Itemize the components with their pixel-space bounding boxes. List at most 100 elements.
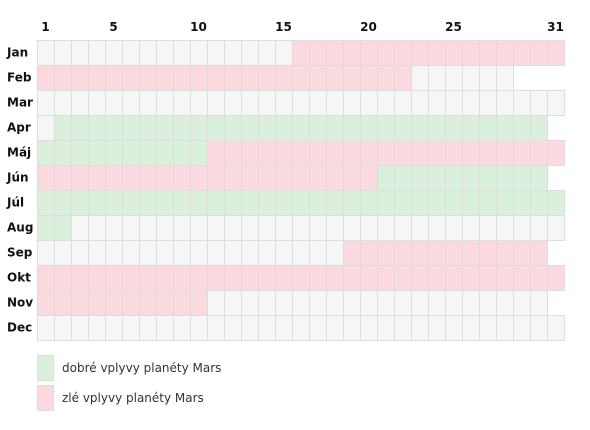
day-cell-neutral <box>173 40 191 66</box>
day-cell-bad <box>530 140 548 166</box>
day-cell-bad <box>530 240 548 266</box>
day-cell-good <box>377 115 395 141</box>
day-cell-bad <box>258 165 276 191</box>
day-cell-good <box>156 140 174 166</box>
day-cell-neutral <box>411 290 429 316</box>
day-cell-neutral <box>275 315 293 341</box>
day-cell-neutral <box>547 315 565 341</box>
day-cell-bad <box>547 265 565 291</box>
day-cell-bad <box>258 265 276 291</box>
day-cell-neutral <box>37 240 55 266</box>
day-cell-bad <box>343 165 361 191</box>
day-cell-neutral <box>343 90 361 116</box>
day-cell-good <box>445 115 463 141</box>
day-cell-bad <box>479 40 497 66</box>
day-cell-bad <box>71 65 89 91</box>
day-cell-bad <box>360 65 378 91</box>
day-cell-good <box>122 140 140 166</box>
day-cell-bad <box>258 65 276 91</box>
day-cell-good <box>462 115 480 141</box>
day-cell-bad <box>394 140 412 166</box>
day-cell-bad <box>377 65 395 91</box>
day-cell-bad <box>309 165 327 191</box>
day-cell-bad <box>88 165 106 191</box>
day-cell-neutral <box>173 240 191 266</box>
day-cell-neutral <box>88 90 106 116</box>
month-label: Mar <box>7 96 33 110</box>
day-cell-neutral <box>275 90 293 116</box>
day-cell-bad <box>377 140 395 166</box>
day-cell-bad <box>411 265 429 291</box>
day-cell-neutral <box>105 315 123 341</box>
day-cell-neutral <box>411 315 429 341</box>
day-cell-neutral <box>173 90 191 116</box>
month-label: Okt <box>7 271 31 285</box>
day-cell-neutral <box>462 90 480 116</box>
day-cell-bad <box>343 65 361 91</box>
day-cell-good <box>88 190 106 216</box>
day-cell-bad <box>173 290 191 316</box>
day-cell-bad <box>547 40 565 66</box>
day-cell-bad <box>411 240 429 266</box>
day-cell-good <box>326 115 344 141</box>
day-cell-good <box>513 115 531 141</box>
day-cell-good <box>445 190 463 216</box>
day-cell-neutral <box>122 315 140 341</box>
day-cell-neutral <box>462 290 480 316</box>
day-cell-bad <box>411 140 429 166</box>
day-cell-neutral <box>428 65 446 91</box>
day-cell-neutral <box>513 215 531 241</box>
day-cell-bad <box>292 65 310 91</box>
day-cell-bad <box>122 165 140 191</box>
day-cell-neutral <box>207 290 225 316</box>
day-cell-good <box>207 115 225 141</box>
day-cell-neutral <box>122 40 140 66</box>
day-cell-neutral <box>377 90 395 116</box>
day-cell-bad <box>105 165 123 191</box>
day-cell-good <box>71 190 89 216</box>
day-cell-bad <box>37 290 55 316</box>
legend-label-bad: zlé vplyvy planéty Mars <box>62 391 204 405</box>
day-cell-neutral <box>428 215 446 241</box>
day-cell-bad <box>496 140 514 166</box>
day-cell-bad <box>411 40 429 66</box>
day-cell-good <box>292 190 310 216</box>
day-cell-neutral <box>139 240 157 266</box>
day-cell-good <box>479 115 497 141</box>
day-cell-neutral <box>275 40 293 66</box>
day-cell-neutral <box>105 240 123 266</box>
day-cell-bad <box>377 40 395 66</box>
day-cell-good <box>207 190 225 216</box>
day-tick-label: 15 <box>275 20 292 34</box>
day-cell-neutral <box>224 215 242 241</box>
day-cell-neutral <box>207 215 225 241</box>
day-cell-bad <box>37 65 55 91</box>
day-cell-good <box>54 190 72 216</box>
day-cell-neutral <box>479 65 497 91</box>
day-cell-bad <box>190 65 208 91</box>
day-cell-good <box>428 165 446 191</box>
day-cell-bad <box>513 240 531 266</box>
day-cell-neutral <box>190 215 208 241</box>
day-cell-bad <box>275 165 293 191</box>
day-cell-bad <box>224 140 242 166</box>
day-cell-bad <box>71 265 89 291</box>
day-cell-neutral <box>224 90 242 116</box>
day-cell-bad <box>360 165 378 191</box>
day-cell-neutral <box>479 215 497 241</box>
day-cell-bad <box>292 140 310 166</box>
day-cell-good <box>428 115 446 141</box>
day-cell-bad <box>394 265 412 291</box>
day-cell-neutral <box>105 90 123 116</box>
day-cell-bad <box>241 265 259 291</box>
day-cell-good <box>37 190 55 216</box>
day-cell-bad <box>343 40 361 66</box>
day-cell-neutral <box>309 290 327 316</box>
month-label: Dec <box>7 321 32 335</box>
day-cell-bad <box>445 240 463 266</box>
day-cell-good <box>530 115 548 141</box>
day-cell-neutral <box>547 90 565 116</box>
day-cell-bad <box>326 140 344 166</box>
day-cell-bad <box>292 165 310 191</box>
day-cell-good <box>530 165 548 191</box>
